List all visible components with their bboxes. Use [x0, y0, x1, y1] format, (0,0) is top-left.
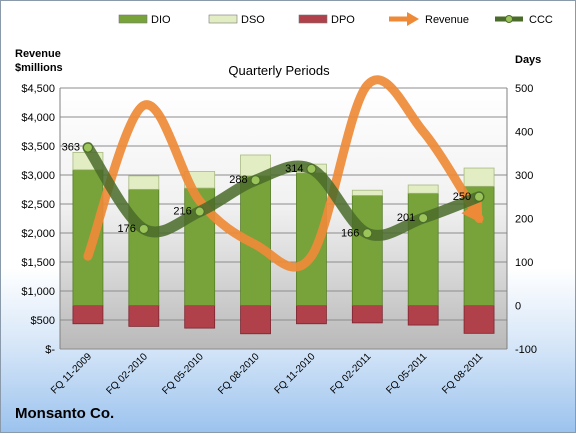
right-axis-tick-label: 500 [515, 83, 533, 95]
category-tick-label: FQ 08-2011 [440, 351, 485, 396]
dpo-bar [351, 305, 383, 324]
legend-label-revenue: Revenue [425, 14, 469, 26]
dpo-bar [407, 305, 439, 326]
category-tick-label: FQ 11-2010 [273, 351, 318, 396]
dio-bar [128, 188, 160, 306]
dpo-bar [296, 305, 327, 325]
ccc-data-label: 176 [117, 223, 135, 235]
category-tick-label: FQ 08-2010 [216, 351, 262, 397]
category-tick-label: FQ 02-2011 [328, 351, 373, 396]
ccc-data-label: 250 [453, 191, 471, 203]
dpo-bar [72, 305, 104, 325]
ccc-point [306, 163, 317, 174]
ccc-data-label: 314 [285, 163, 303, 175]
left-axis-title-line2: $millions [15, 62, 63, 74]
revenue-arrowhead [461, 200, 483, 224]
right-axis-tick-label: 100 [515, 257, 533, 269]
ccc-point [194, 206, 205, 217]
right-axis-tick-label: 400 [515, 127, 533, 139]
legend-swatch-dso [208, 14, 238, 24]
dso-bar [407, 184, 439, 194]
left-axis-tick-label: $2,000 [21, 228, 55, 240]
dpo-bar [240, 305, 271, 335]
left-axis-title-line1: Revenue [15, 48, 61, 60]
legend-marker-ccc [505, 15, 513, 23]
category-tick-label: FQ 05-2010 [160, 351, 206, 397]
dso-bar [128, 175, 160, 190]
left-axis-tick-label: $4,500 [21, 83, 55, 95]
legend-label-dpo: DPO [331, 14, 355, 26]
company-name: Monsanto Co. [15, 405, 115, 422]
right-axis-tick-label: -100 [515, 344, 537, 356]
legend-label-dio: DIO [151, 14, 171, 26]
left-axis-tick-label: $4,000 [21, 112, 55, 124]
right-axis-title: Days [515, 54, 541, 66]
dpo-bar [463, 305, 495, 334]
ccc-point [82, 142, 93, 153]
left-axis-tick-label: $3,500 [21, 141, 55, 153]
ccc-point [474, 191, 485, 202]
chart-title: Quarterly Periods [228, 63, 330, 78]
ccc-data-label: 363 [62, 142, 80, 154]
category-tick-label: FQ 05-2011 [384, 351, 429, 396]
legend-label-dso: DSO [241, 14, 265, 26]
right-axis-tick-label: 300 [515, 170, 533, 182]
legend-swatch-dio [118, 14, 148, 24]
left-axis-tick-label: $3,000 [21, 170, 55, 182]
dso-bar [463, 167, 495, 187]
left-axis-tick-label: $1,500 [21, 257, 55, 269]
ccc-data-label: 201 [397, 212, 415, 224]
ccc-data-label: 288 [229, 174, 247, 186]
right-axis-tick-label: 200 [515, 214, 533, 226]
dpo-bar [184, 305, 216, 329]
category-tick-label: FQ 11-2009 [49, 351, 94, 396]
legend-arrow-revenue [407, 12, 419, 26]
ccc-data-label: 216 [173, 206, 191, 218]
right-axis-tick-label: 0 [515, 301, 521, 313]
dio-bar [351, 195, 383, 306]
ccc-point [138, 223, 149, 234]
left-axis-tick-label: $2,500 [21, 199, 55, 211]
dso-bar [351, 189, 383, 196]
left-axis-tick-label: $500 [31, 315, 55, 327]
ccc-point [362, 228, 373, 239]
ccc-data-label: 166 [341, 227, 359, 239]
left-axis-tick-label: $1,000 [21, 286, 55, 298]
ccc-point [418, 213, 429, 224]
ccc-point [250, 175, 261, 186]
left-axis-tick-label: $- [45, 344, 55, 356]
dpo-bar [128, 305, 160, 327]
legend-swatch-dpo [298, 14, 328, 24]
legend-label-ccc: CCC [529, 14, 553, 26]
category-tick-label: FQ 02-2010 [104, 351, 150, 397]
revenue-line [83, 75, 484, 272]
